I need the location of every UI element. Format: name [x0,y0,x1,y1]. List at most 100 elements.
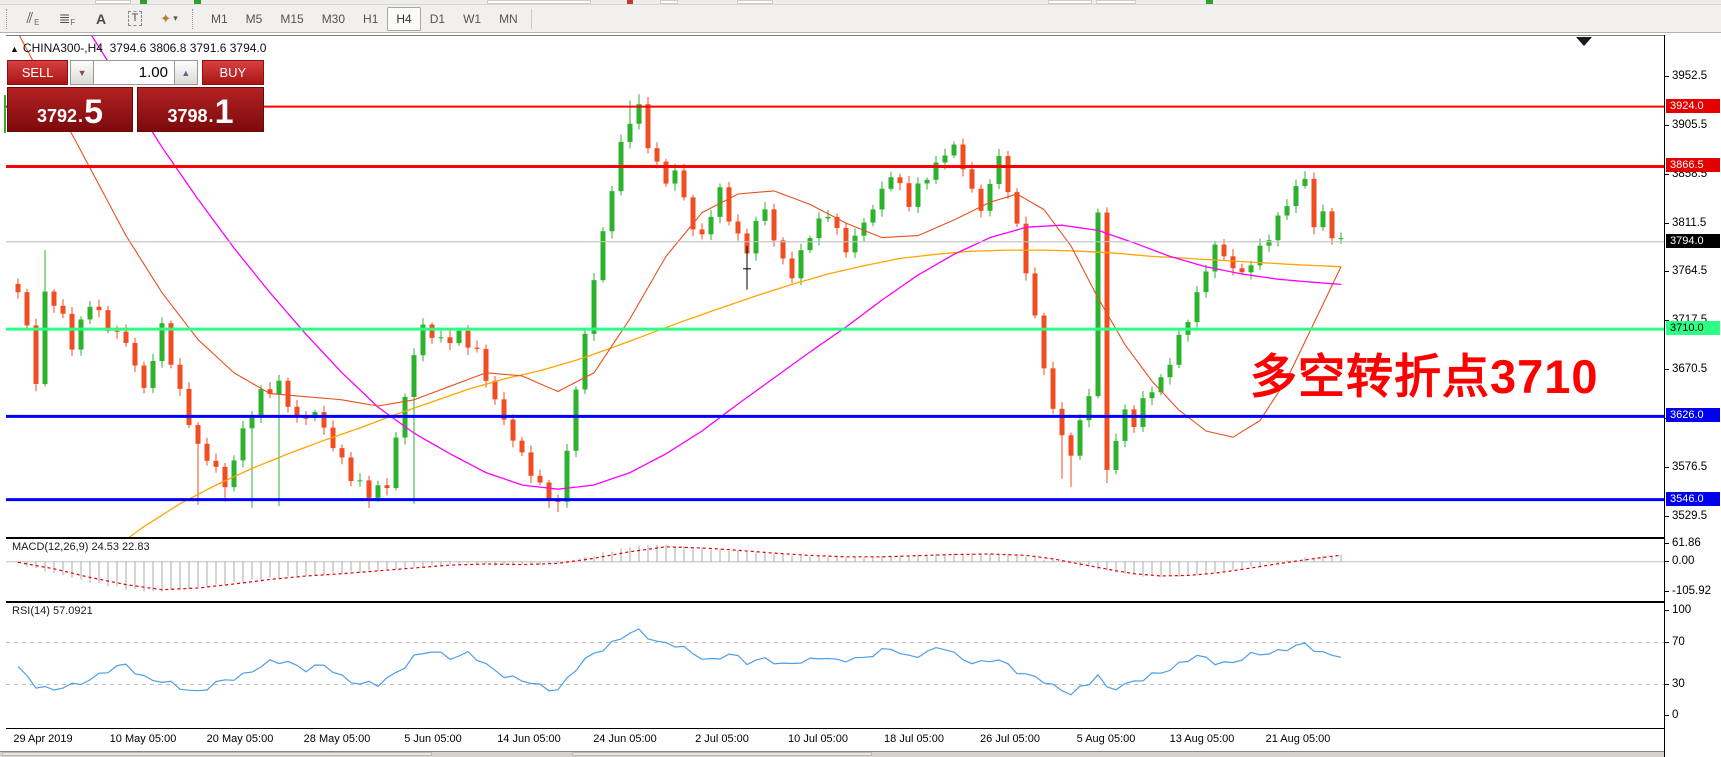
toolbar-grip[interactable] [192,8,198,29]
axis-tick-mark [1665,222,1669,224]
buy-price-dot: . [208,106,214,126]
sell-button[interactable]: SELL [7,60,69,85]
axis-tick-mark [1665,369,1669,371]
rsi-tick-label: 70 [1672,635,1685,648]
axis-tick-mark [1665,515,1669,517]
tf-button-H4[interactable]: H4 [387,6,421,31]
candlestick-plot[interactable] [6,36,1664,537]
arrows-tool-icon[interactable]: ✦ ▾ [152,7,186,31]
sell-price-tile[interactable]: 3792. 5 [7,87,133,132]
tf-button-M15[interactable]: M15 [280,11,304,26]
date-tick-label: 2 Jul 05:00 [695,733,749,745]
buy-price-tile[interactable]: 3798. 1 [137,87,264,132]
axis-tick-mark [1665,683,1669,685]
date-tick-label: 20 May 05:00 [206,733,274,745]
clipped-candle-artifact [4,95,6,133]
channel-glyph: ⫽ [26,10,34,27]
mid-magenta-ma [91,36,1342,490]
ohlc-collapse-arrow[interactable]: ▲ [10,44,19,54]
equidistant-channel-icon[interactable]: ⫽ E [16,7,50,31]
symbol-header: ▲ CHINA300-,H4 3794.6 3806.8 3791.6 3794.… [10,41,266,55]
status-strip-box [572,752,872,756]
axis-tick-mark [1665,543,1669,544]
macd-label: MACD(12,26,9) 24.53 22.83 [12,541,150,553]
caret-down-icon: ▼ [77,67,87,78]
chart-shift-marker[interactable] [1576,37,1592,46]
clipped-toolbar-fragment [737,0,773,4]
axis-tick-mark [1665,76,1669,78]
fibo-glyph: ≣ [58,10,71,26]
sell-price-pip: 5 [84,93,103,131]
macd-tick-label: 0.00 [1672,554,1695,567]
caret-up-icon: ▲ [181,67,191,78]
arrows-glyph: ✦ [160,10,172,26]
rsi-plot[interactable] [6,603,1664,728]
clipped-toolbar-strip [0,0,1721,5]
volume-input[interactable] [94,60,174,85]
price-tick-label: 3905.5 [1672,118,1708,131]
macd-tick-label: 61.86 [1672,537,1701,549]
date-tick-label: 21 Aug 05:00 [1265,733,1331,745]
status-strip-box [2,752,432,756]
rsi-panel[interactable]: RSI(14) 57.0921 [6,602,1664,729]
macd-tick-label: -105.92 [1672,585,1712,597]
clipped-toolbar-fragment [194,0,201,4]
price-level-badge: 3710.0 [1666,321,1720,336]
price-tick-label: 3811.5 [1672,216,1707,229]
sell-price-dot: . [78,106,84,126]
tf-button-D1[interactable]: D1 [429,11,446,26]
tf-button-H1[interactable]: H1 [363,11,379,26]
text-glyph: A [95,10,107,27]
clipped-toolbar-fragment [487,0,591,4]
clipped-toolbar-fragment [1206,0,1213,4]
volume-decrease-button[interactable]: ▼ [70,60,94,85]
clipped-toolbar-fragment [660,0,678,4]
axis-tick-mark [1665,560,1669,562]
macd-plot[interactable] [6,539,1664,601]
axis-tick-mark [1665,271,1669,273]
rsi-tick-label: 0 [1672,709,1679,721]
buy-button[interactable]: BUY [201,60,264,85]
price-axis[interactable]: 3952.53905.53858.53811.53764.53717.53670… [1664,35,1721,757]
main-chart[interactable] [6,35,1664,538]
date-tick-label: 13 Aug 05:00 [1169,733,1235,745]
text-tool-icon[interactable]: A [84,7,118,31]
rsi-tick-label: 30 [1672,677,1685,690]
volume-increase-button[interactable]: ▲ [174,60,198,85]
tf-button-M1[interactable]: M1 [211,11,228,26]
sell-price-base: 3792 [37,106,78,126]
label-tool-icon[interactable]: T [118,7,152,31]
date-tick-label: 5 Jun 05:00 [404,733,462,745]
rsi-label: RSI(14) 57.0921 [12,605,93,617]
arrows-dropdown-caret[interactable]: ▾ [173,13,178,23]
slow-orange-ma [128,249,1342,537]
price-level-badge: 3626.0 [1666,408,1720,423]
toolbar: ⫽ E ≣ F A T ✦ ▾ M1 M5 M15 M30 H1 H4 D1 W1 MN [0,5,1721,33]
date-tick-label: 28 May 05:00 [303,733,371,745]
macd-panel[interactable]: MACD(12,26,9) 24.53 22.83 [6,538,1664,602]
price-tick-label: 3764.5 [1672,265,1708,278]
tf-button-M5[interactable]: M5 [245,11,263,26]
price-tick-label: 3670.5 [1672,363,1708,376]
clipped-toolbar-fragment [627,0,633,4]
date-tick-label: 29 Apr 2019 [13,733,73,745]
price-tick-label: 3952.5 [1672,70,1708,83]
tf-button-MN[interactable]: MN [499,11,518,26]
price-tick-label: 3576.5 [1672,460,1708,473]
fibonacci-icon[interactable]: ≣ F [50,7,84,31]
label-glyph: T [127,11,143,26]
one-click-trade-widget: SELL ▼ ▲ BUY 3792.5 3798.1 [7,60,264,132]
fibo-sub: F [70,18,76,27]
price-tick-label: 3529.5 [1672,509,1708,522]
date-tick-label: 5 Aug 05:00 [1076,733,1136,745]
chart-annotation-text: 多空转折点3710 [1250,350,1599,403]
tf-button-W1[interactable]: W1 [463,11,482,26]
buy-price-pip: 1 [214,93,234,131]
date-tick-label: 18 Jul 05:00 [884,733,944,745]
clipped-toolbar-fragment [95,0,131,4]
price-level-badge: 3546.0 [1666,491,1720,506]
toolbar-grip[interactable] [6,8,12,29]
tf-button-M30[interactable]: M30 [321,11,346,26]
clipped-toolbar-fragment [140,0,147,4]
symbol-name: CHINA300-,H4 [22,41,103,55]
